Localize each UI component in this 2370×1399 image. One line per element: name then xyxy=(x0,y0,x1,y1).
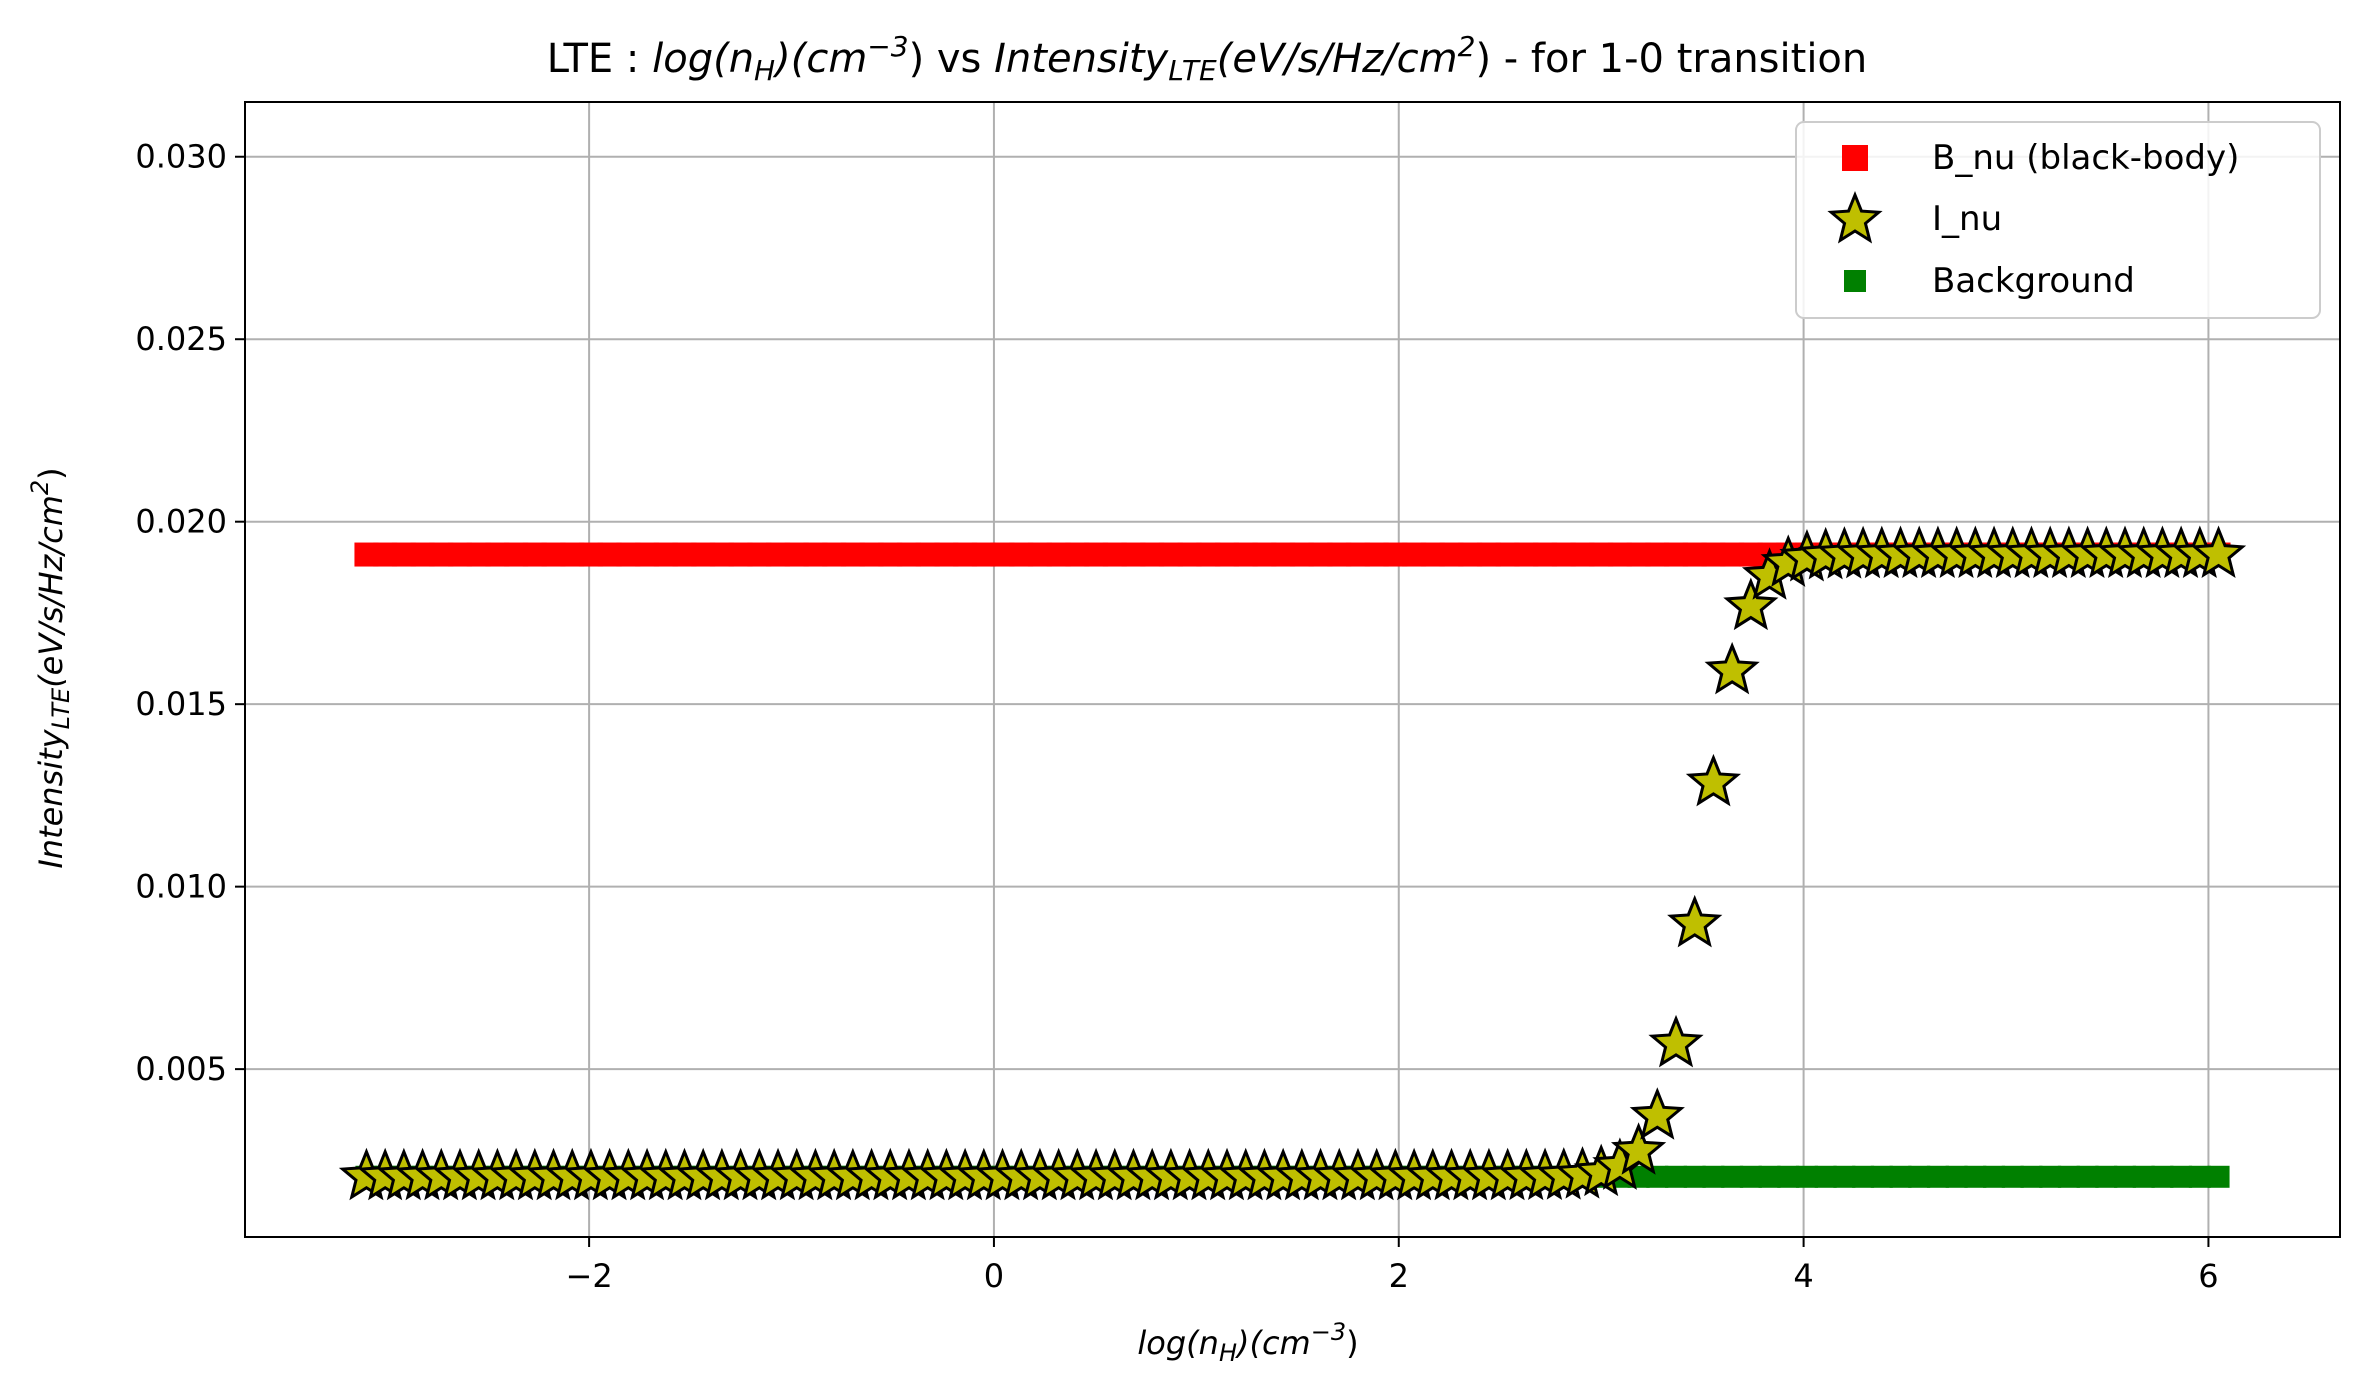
background-point xyxy=(1814,1165,1837,1188)
background-point xyxy=(1870,1165,1893,1188)
background-point xyxy=(2207,1165,2230,1188)
background-point xyxy=(1702,1165,1725,1188)
legend-star-shape xyxy=(1827,190,1883,244)
x-tick-label: 0 xyxy=(984,1257,1004,1295)
i-nu-point xyxy=(1648,1014,1704,1068)
x-tick-label: −2 xyxy=(566,1257,613,1295)
legend-box xyxy=(1795,121,2321,319)
background-point xyxy=(1758,1165,1781,1188)
background-point xyxy=(1777,1165,1800,1188)
i-nu-point xyxy=(1667,894,1723,948)
background-point xyxy=(1683,1165,1706,1188)
background-point xyxy=(1852,1165,1875,1188)
background-point xyxy=(2020,1165,2043,1188)
legend-label-i-nu: I_nu xyxy=(1932,199,2002,239)
background-point xyxy=(2076,1165,2099,1188)
background-point xyxy=(1833,1165,1856,1188)
i-nu-point xyxy=(1704,641,1760,695)
i-nu-point xyxy=(1629,1087,1685,1140)
background-point xyxy=(1908,1165,1931,1188)
x-tick-label: 2 xyxy=(1389,1257,1409,1295)
y-axis-ticks: 0.005 0.010 0.015 0.020 0.025 0.030 xyxy=(135,138,245,1088)
y-tick-label: 0.005 xyxy=(135,1050,227,1088)
y-tick-label: 0.030 xyxy=(135,138,227,176)
background-point xyxy=(2151,1165,2174,1188)
background-point xyxy=(2132,1165,2155,1188)
background-point xyxy=(2170,1165,2193,1188)
y-tick-label: 0.025 xyxy=(135,320,227,358)
x-tick-label: 4 xyxy=(1793,1257,1813,1295)
legend-marker-b-nu xyxy=(1842,145,1868,171)
background-point xyxy=(1889,1165,1912,1188)
i-nu-point xyxy=(1723,577,1779,631)
background-point xyxy=(1945,1165,1968,1188)
legend-marker-i-nu xyxy=(1827,190,1883,244)
background-point xyxy=(1665,1165,1688,1188)
y-axis-label: IntensityLTE(eV/s/Hz/cm2) xyxy=(26,467,75,868)
plot-frame xyxy=(244,101,2341,1238)
chart-title: LTE : log(nH)(cm−3) vs IntensityLTE(eV/s… xyxy=(547,30,1868,87)
i-nu-point xyxy=(1610,1122,1667,1175)
background-point xyxy=(2095,1165,2118,1188)
legend-label-background: Background xyxy=(1932,261,2135,301)
x-tick-label: 6 xyxy=(2198,1257,2218,1295)
background-point xyxy=(2001,1165,2024,1188)
legend-marker-background xyxy=(1844,270,1866,292)
background-point xyxy=(2114,1165,2137,1188)
background-point xyxy=(1795,1165,1818,1188)
series-i-nu xyxy=(338,525,2247,1201)
background-point xyxy=(2057,1165,2080,1188)
background-point xyxy=(2188,1165,2211,1188)
background-point xyxy=(2039,1165,2062,1188)
b-nu-point xyxy=(504,542,529,567)
x-axis-label: log(nH)(cm−3) xyxy=(1137,1318,1358,1367)
legend-label-b-nu: B_nu (black-body) xyxy=(1932,138,2239,178)
x-axis-ticks: −2 0 2 4 6 xyxy=(566,1237,2219,1295)
i-nu-point xyxy=(1685,753,1742,807)
background-point xyxy=(1739,1165,1762,1188)
y-tick-label: 0.020 xyxy=(135,503,227,541)
y-tick-label: 0.010 xyxy=(135,868,227,906)
background-point xyxy=(1926,1165,1949,1188)
background-point xyxy=(1721,1165,1744,1188)
y-tick-label: 0.015 xyxy=(135,685,227,723)
background-point xyxy=(1964,1165,1987,1188)
i-nu-point xyxy=(2190,525,2247,579)
background-point xyxy=(1983,1165,2006,1188)
legend: B_nu (black-body) I_nu Background xyxy=(1795,121,2321,319)
